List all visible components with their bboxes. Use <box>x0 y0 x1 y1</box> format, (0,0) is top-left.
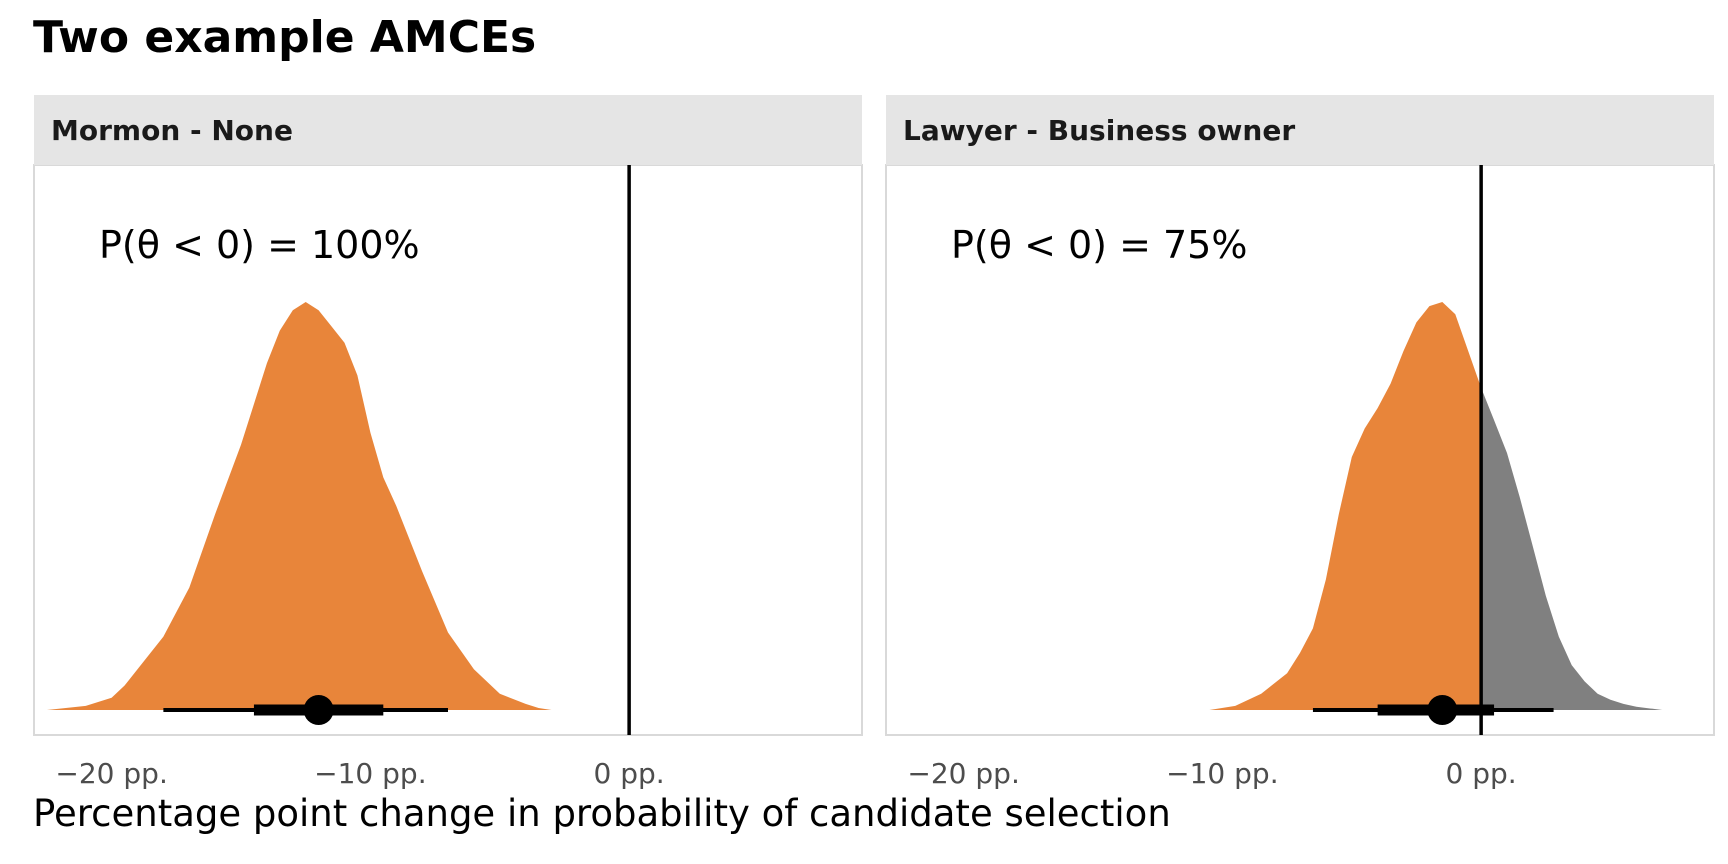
chart-plot: Mormon - None P(θ < 0) = 100% −20 pp. −10 p… <box>33 95 1715 790</box>
density-below-zero <box>1209 302 1482 710</box>
panel-border <box>885 164 1715 736</box>
x-tick-label: −20 pp. <box>55 757 167 790</box>
x-tick-label: −10 pp. <box>1166 757 1278 790</box>
median-point <box>303 695 334 725</box>
facet-panel-2: Lawyer - Business owner P(θ < 0) = 75% −20… <box>885 95 1715 790</box>
probability-annotation: P(θ < 0) = 100% <box>99 223 420 267</box>
chart-title: Two example AMCEs <box>33 12 537 63</box>
x-axis-title: Percentage point change in probability o… <box>33 792 1171 835</box>
density-below-zero <box>46 302 552 710</box>
facet-strip <box>34 95 862 165</box>
probability-annotation: P(θ < 0) = 75% <box>951 223 1247 267</box>
facet-strip <box>886 95 1714 165</box>
facet-panel-1: Mormon - None P(θ < 0) = 100% −20 pp. −10 p… <box>33 95 863 790</box>
facet-strip-label: Mormon - None <box>51 114 293 147</box>
x-tick-label: −20 pp. <box>907 757 1019 790</box>
panels: Mormon - None P(θ < 0) = 100% −20 pp. −10 p… <box>33 95 1715 790</box>
x-tick-label: 0 pp. <box>1446 757 1517 790</box>
x-tick-label: −10 pp. <box>314 757 426 790</box>
median-point <box>1427 695 1458 725</box>
x-tick-label: 0 pp. <box>594 757 665 790</box>
facet-strip-label: Lawyer - Business owner <box>903 114 1295 147</box>
density-above-zero <box>1481 387 1663 710</box>
